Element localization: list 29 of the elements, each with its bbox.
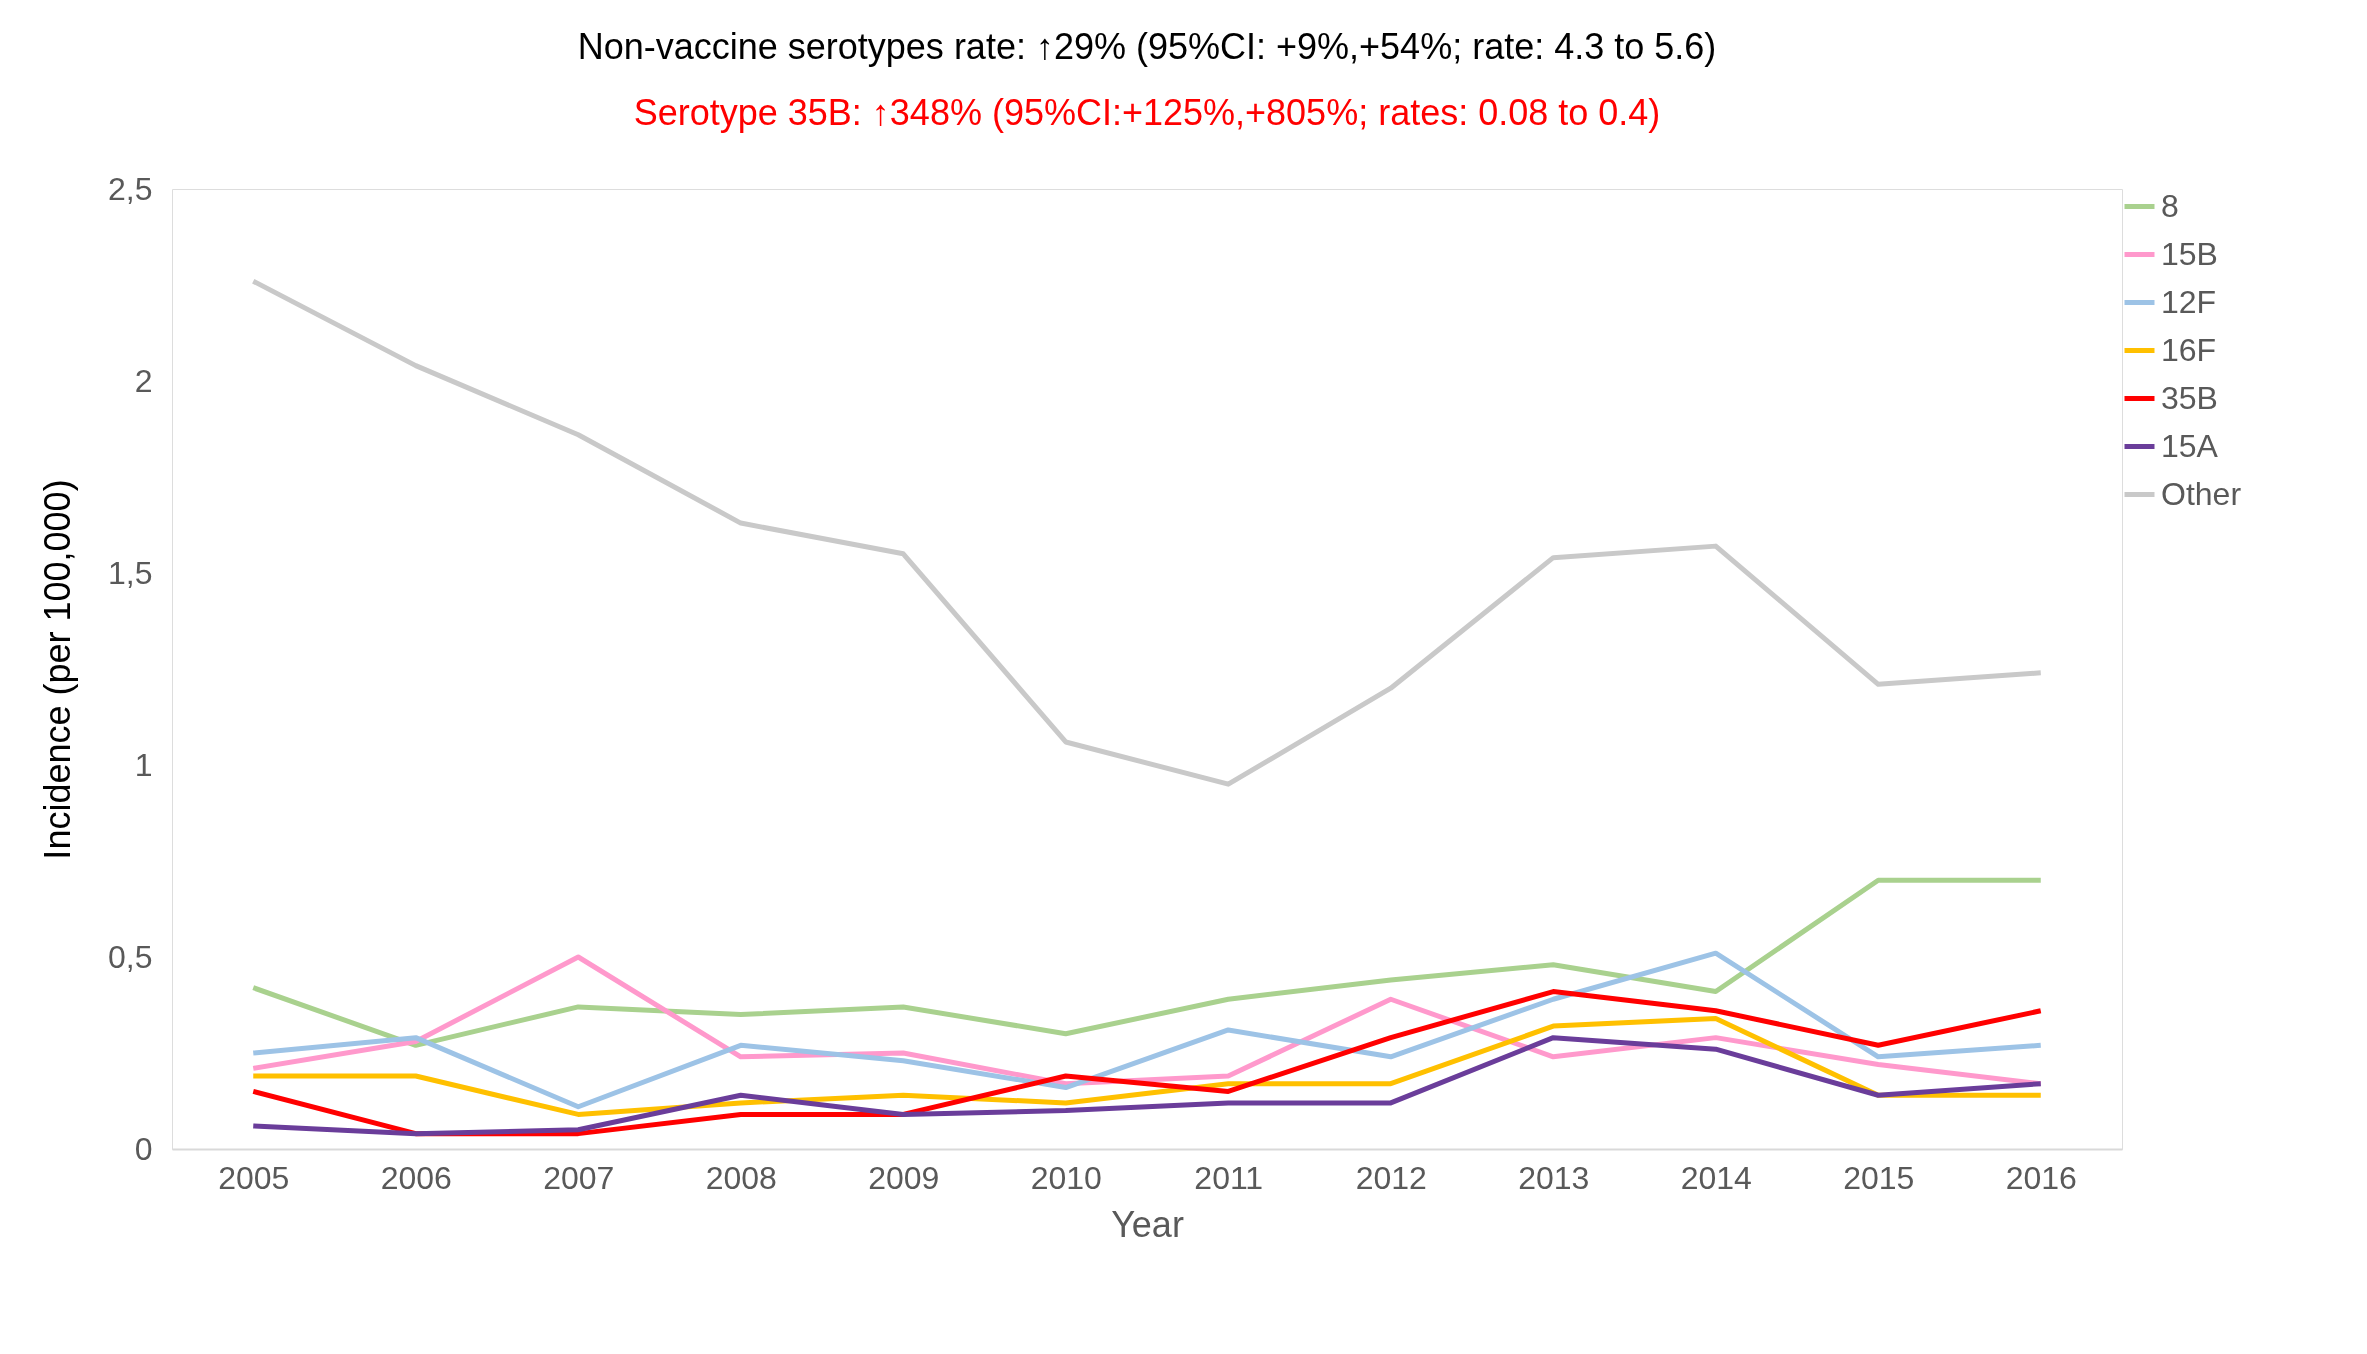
y-tick-label: 2: [134, 362, 153, 399]
legend-label: 15A: [2161, 427, 2219, 464]
legend-label: 8: [2161, 187, 2179, 224]
x-axis-title: Year: [1111, 1203, 1184, 1245]
x-tick-label: 2009: [868, 1159, 940, 1196]
chart-subtitle: Serotype 35B: ↑348% (95%CI:+125%,+805%; rates: 0.08 to 0.4): [633, 92, 1661, 133]
y-tick-label: 0: [134, 1130, 153, 1167]
x-tick-label: 2005: [218, 1159, 290, 1196]
x-tick-label: 2010: [1030, 1159, 1102, 1196]
y-tick-label: 0,5: [108, 938, 153, 975]
legend-label: Other: [2161, 475, 2242, 512]
x-tick-label: 2015: [1843, 1159, 1915, 1196]
chart-title: Non-vaccine serotypes rate: ↑29% (95%CI: +9%,+54%; rate: 4.3 to 5.6): [577, 26, 1717, 67]
x-tick-label: 2014: [1680, 1159, 1752, 1196]
legend-label: 16F: [2161, 331, 2217, 368]
x-tick-label: 2016: [2005, 1159, 2077, 1196]
x-tick-label: 2008: [705, 1159, 777, 1196]
y-tick-label: 2,5: [108, 170, 153, 207]
legend-label: 35B: [2161, 379, 2218, 416]
y-tick-label: 1: [134, 746, 153, 783]
y-tick-label: 1,5: [108, 554, 153, 591]
y-axis-title: Incidence (per 100,000): [37, 479, 79, 860]
legend-label: 12F: [2161, 283, 2217, 320]
x-tick-label: 2006: [380, 1159, 452, 1196]
x-tick-label: 2012: [1355, 1159, 1427, 1196]
x-tick-label: 2011: [1194, 1159, 1264, 1196]
x-tick-label: 2007: [543, 1159, 615, 1196]
x-tick-label: 2013: [1518, 1159, 1590, 1196]
legend-label: 15B: [2161, 235, 2218, 272]
